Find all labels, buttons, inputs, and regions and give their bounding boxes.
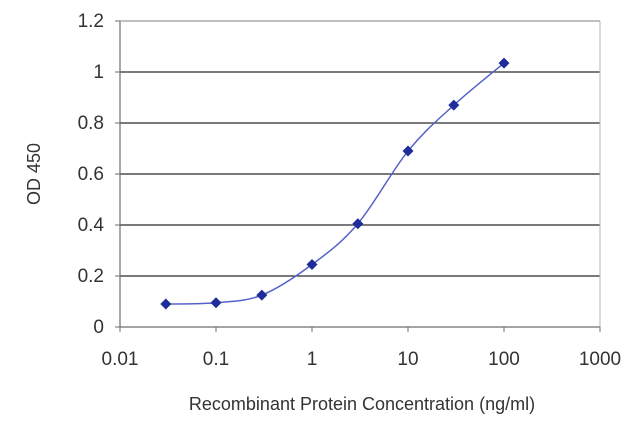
data-points [160,57,510,310]
axes [115,20,601,332]
y-tick-label-6: 1.2 [78,11,104,32]
y-axis-title: OD 450 [24,143,44,205]
y-tick-label-3: 0.6 [78,164,104,185]
data-point-2 [256,289,268,301]
x-tick-label-1: 0.1 [203,349,229,370]
y-tick-label-2: 0.4 [78,215,105,236]
x-tick-label-2: 1 [307,349,318,370]
x-tick-labels: 0.01 0.1 1 10 100 1000 [102,349,622,370]
x-tick-label-5: 1000 [579,349,621,370]
x-axis-title: Recombinant Protein Concentration (ng/ml… [189,394,535,414]
data-point-6 [448,99,460,111]
y-tick-label-5: 1 [93,62,104,83]
y-tick-label-1: 0.2 [78,266,104,287]
data-point-5 [402,145,414,157]
y-tick-label-4: 0.8 [78,113,104,134]
data-point-4 [352,218,364,230]
data-point-1 [210,297,222,309]
y-tick-labels: 0 0.2 0.4 0.6 0.8 1 1.2 [78,11,105,338]
x-tick-label-4: 100 [488,349,520,370]
data-point-3 [306,259,318,271]
x-tick-label-3: 10 [397,349,418,370]
x-tick-label-0: 0.01 [102,349,139,370]
y-tick-label-0: 0 [93,317,104,338]
data-point-0 [160,298,172,310]
data-point-7 [498,57,510,69]
